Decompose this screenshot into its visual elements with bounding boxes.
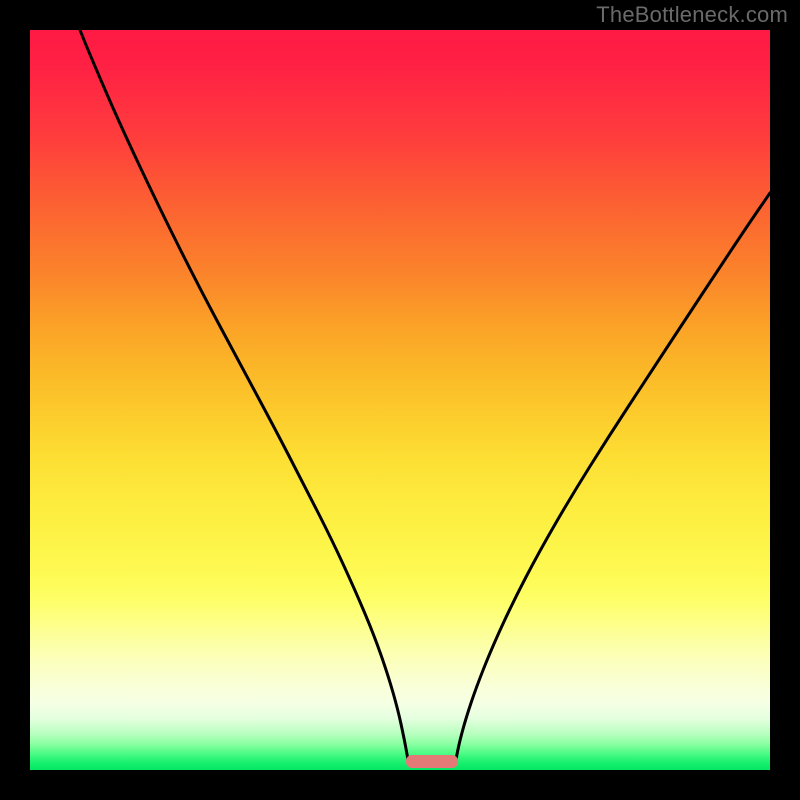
plot-background (30, 30, 770, 770)
bottleneck-chart (0, 0, 800, 800)
bottom-marker (406, 755, 458, 768)
chart-container: TheBottleneck.com (0, 0, 800, 800)
watermark-text: TheBottleneck.com (596, 2, 788, 28)
